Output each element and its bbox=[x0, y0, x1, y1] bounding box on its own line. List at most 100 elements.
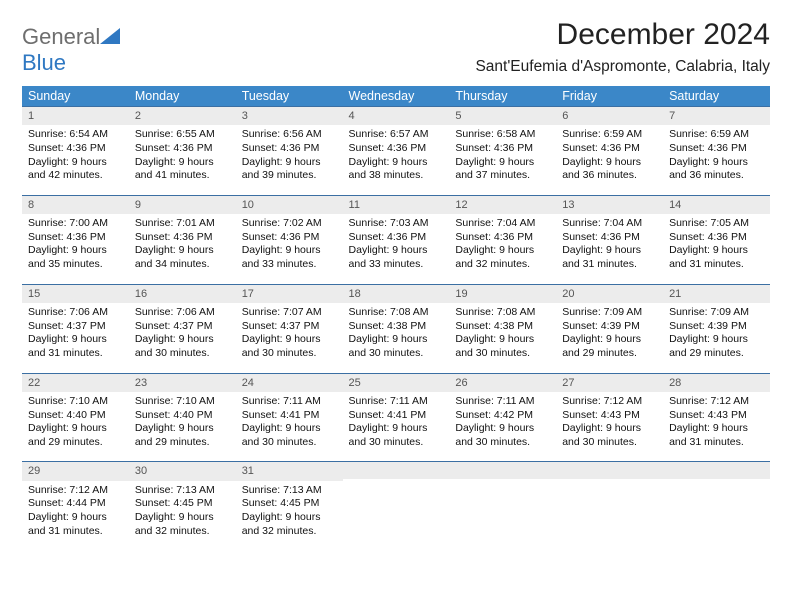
daylight-line: Daylight: 9 hours and 30 minutes. bbox=[242, 422, 337, 449]
daylight-line: Daylight: 9 hours and 36 minutes. bbox=[669, 156, 764, 183]
calendar-day-cell bbox=[556, 462, 663, 550]
sunset-line: Sunset: 4:41 PM bbox=[242, 409, 337, 423]
calendar-day-cell: 12Sunrise: 7:04 AMSunset: 4:36 PMDayligh… bbox=[449, 195, 556, 284]
day-number: 18 bbox=[343, 285, 450, 303]
sunset-line: Sunset: 4:36 PM bbox=[562, 231, 657, 245]
logo-text: General Blue bbox=[22, 24, 120, 76]
calendar-day-cell: 24Sunrise: 7:11 AMSunset: 4:41 PMDayligh… bbox=[236, 373, 343, 462]
sunrise-line: Sunrise: 7:10 AM bbox=[28, 395, 123, 409]
daylight-line: Daylight: 9 hours and 37 minutes. bbox=[455, 156, 550, 183]
sunrise-line: Sunrise: 6:59 AM bbox=[562, 128, 657, 142]
day-body: Sunrise: 7:07 AMSunset: 4:37 PMDaylight:… bbox=[236, 303, 343, 373]
day-body: Sunrise: 7:09 AMSunset: 4:39 PMDaylight:… bbox=[663, 303, 770, 373]
calendar-week-row: 8Sunrise: 7:00 AMSunset: 4:36 PMDaylight… bbox=[22, 195, 770, 284]
day-body: Sunrise: 7:10 AMSunset: 4:40 PMDaylight:… bbox=[22, 392, 129, 462]
day-number: 9 bbox=[129, 196, 236, 214]
sunset-line: Sunset: 4:37 PM bbox=[242, 320, 337, 334]
sunset-line: Sunset: 4:36 PM bbox=[455, 142, 550, 156]
day-body: Sunrise: 7:06 AMSunset: 4:37 PMDaylight:… bbox=[129, 303, 236, 373]
weekday-header: Friday bbox=[556, 86, 663, 107]
daylight-line: Daylight: 9 hours and 42 minutes. bbox=[28, 156, 123, 183]
sunrise-line: Sunrise: 6:59 AM bbox=[669, 128, 764, 142]
calendar-header-row: SundayMondayTuesdayWednesdayThursdayFrid… bbox=[22, 86, 770, 107]
calendar-day-cell: 17Sunrise: 7:07 AMSunset: 4:37 PMDayligh… bbox=[236, 284, 343, 373]
sunrise-line: Sunrise: 7:00 AM bbox=[28, 217, 123, 231]
day-body: Sunrise: 7:06 AMSunset: 4:37 PMDaylight:… bbox=[22, 303, 129, 373]
sunrise-line: Sunrise: 7:06 AM bbox=[28, 306, 123, 320]
day-body: Sunrise: 7:11 AMSunset: 4:42 PMDaylight:… bbox=[449, 392, 556, 462]
sunset-line: Sunset: 4:36 PM bbox=[669, 142, 764, 156]
day-number: 17 bbox=[236, 285, 343, 303]
sunrise-line: Sunrise: 6:54 AM bbox=[28, 128, 123, 142]
calendar-day-cell: 22Sunrise: 7:10 AMSunset: 4:40 PMDayligh… bbox=[22, 373, 129, 462]
calendar-day-cell: 18Sunrise: 7:08 AMSunset: 4:38 PMDayligh… bbox=[343, 284, 450, 373]
logo-triangle-icon bbox=[100, 28, 120, 44]
day-number: 13 bbox=[556, 196, 663, 214]
day-body: Sunrise: 7:01 AMSunset: 4:36 PMDaylight:… bbox=[129, 214, 236, 284]
calendar-day-cell bbox=[343, 462, 450, 550]
day-number: 21 bbox=[663, 285, 770, 303]
calendar-day-cell: 19Sunrise: 7:08 AMSunset: 4:38 PMDayligh… bbox=[449, 284, 556, 373]
day-body bbox=[343, 479, 450, 508]
sunset-line: Sunset: 4:38 PM bbox=[455, 320, 550, 334]
sunset-line: Sunset: 4:36 PM bbox=[28, 231, 123, 245]
daylight-line: Daylight: 9 hours and 33 minutes. bbox=[242, 244, 337, 271]
sunset-line: Sunset: 4:36 PM bbox=[455, 231, 550, 245]
calendar-day-cell: 26Sunrise: 7:11 AMSunset: 4:42 PMDayligh… bbox=[449, 373, 556, 462]
day-body: Sunrise: 6:55 AMSunset: 4:36 PMDaylight:… bbox=[129, 125, 236, 195]
sunrise-line: Sunrise: 6:57 AM bbox=[349, 128, 444, 142]
sunset-line: Sunset: 4:44 PM bbox=[28, 497, 123, 511]
sunset-line: Sunset: 4:36 PM bbox=[28, 142, 123, 156]
day-number: 25 bbox=[343, 374, 450, 392]
sunrise-line: Sunrise: 7:06 AM bbox=[135, 306, 230, 320]
day-body: Sunrise: 6:56 AMSunset: 4:36 PMDaylight:… bbox=[236, 125, 343, 195]
sunrise-line: Sunrise: 7:12 AM bbox=[28, 484, 123, 498]
day-body: Sunrise: 7:10 AMSunset: 4:40 PMDaylight:… bbox=[129, 392, 236, 462]
calendar-day-cell: 9Sunrise: 7:01 AMSunset: 4:36 PMDaylight… bbox=[129, 195, 236, 284]
calendar-day-cell: 25Sunrise: 7:11 AMSunset: 4:41 PMDayligh… bbox=[343, 373, 450, 462]
sunrise-line: Sunrise: 7:04 AM bbox=[455, 217, 550, 231]
calendar-table: SundayMondayTuesdayWednesdayThursdayFrid… bbox=[22, 86, 770, 550]
daylight-line: Daylight: 9 hours and 31 minutes. bbox=[28, 511, 123, 538]
sunset-line: Sunset: 4:36 PM bbox=[242, 142, 337, 156]
sunset-line: Sunset: 4:40 PM bbox=[28, 409, 123, 423]
month-title: December 2024 bbox=[475, 18, 770, 52]
sunset-line: Sunset: 4:37 PM bbox=[28, 320, 123, 334]
day-number: 8 bbox=[22, 196, 129, 214]
day-number: 5 bbox=[449, 107, 556, 125]
day-body: Sunrise: 7:05 AMSunset: 4:36 PMDaylight:… bbox=[663, 214, 770, 284]
sunrise-line: Sunrise: 7:12 AM bbox=[669, 395, 764, 409]
day-body: Sunrise: 7:13 AMSunset: 4:45 PMDaylight:… bbox=[129, 481, 236, 551]
day-body: Sunrise: 7:11 AMSunset: 4:41 PMDaylight:… bbox=[236, 392, 343, 462]
day-number: 14 bbox=[663, 196, 770, 214]
sunrise-line: Sunrise: 7:02 AM bbox=[242, 217, 337, 231]
day-body: Sunrise: 6:59 AMSunset: 4:36 PMDaylight:… bbox=[556, 125, 663, 195]
calendar-day-cell: 15Sunrise: 7:06 AMSunset: 4:37 PMDayligh… bbox=[22, 284, 129, 373]
sunset-line: Sunset: 4:43 PM bbox=[562, 409, 657, 423]
sunset-line: Sunset: 4:38 PM bbox=[349, 320, 444, 334]
sunrise-line: Sunrise: 7:07 AM bbox=[242, 306, 337, 320]
day-number: 26 bbox=[449, 374, 556, 392]
day-number: 28 bbox=[663, 374, 770, 392]
daylight-line: Daylight: 9 hours and 31 minutes. bbox=[669, 244, 764, 271]
day-number: 31 bbox=[236, 462, 343, 480]
sunset-line: Sunset: 4:41 PM bbox=[349, 409, 444, 423]
sunrise-line: Sunrise: 7:05 AM bbox=[669, 217, 764, 231]
daylight-line: Daylight: 9 hours and 35 minutes. bbox=[28, 244, 123, 271]
sunset-line: Sunset: 4:36 PM bbox=[562, 142, 657, 156]
sunset-line: Sunset: 4:39 PM bbox=[669, 320, 764, 334]
daylight-line: Daylight: 9 hours and 30 minutes. bbox=[455, 333, 550, 360]
calendar-day-cell: 21Sunrise: 7:09 AMSunset: 4:39 PMDayligh… bbox=[663, 284, 770, 373]
day-number bbox=[663, 462, 770, 479]
sunrise-line: Sunrise: 7:03 AM bbox=[349, 217, 444, 231]
calendar-day-cell: 30Sunrise: 7:13 AMSunset: 4:45 PMDayligh… bbox=[129, 462, 236, 550]
sunrise-line: Sunrise: 7:09 AM bbox=[562, 306, 657, 320]
daylight-line: Daylight: 9 hours and 29 minutes. bbox=[562, 333, 657, 360]
logo-word2: Blue bbox=[22, 50, 66, 75]
day-number: 12 bbox=[449, 196, 556, 214]
day-number: 6 bbox=[556, 107, 663, 125]
daylight-line: Daylight: 9 hours and 30 minutes. bbox=[455, 422, 550, 449]
daylight-line: Daylight: 9 hours and 32 minutes. bbox=[135, 511, 230, 538]
calendar-day-cell: 6Sunrise: 6:59 AMSunset: 4:36 PMDaylight… bbox=[556, 107, 663, 196]
calendar-day-cell: 28Sunrise: 7:12 AMSunset: 4:43 PMDayligh… bbox=[663, 373, 770, 462]
